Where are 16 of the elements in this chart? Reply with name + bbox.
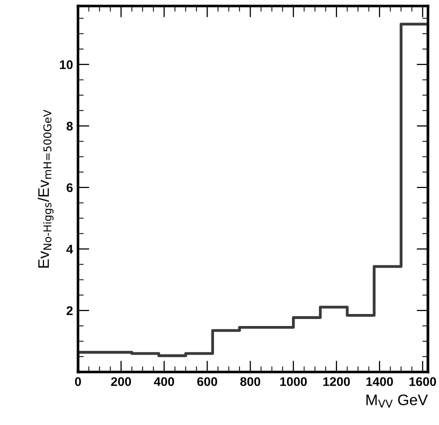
x-axis-title: M$_{VV}$ GeV <box>366 394 428 408</box>
x-tick-label: 400 <box>154 377 174 386</box>
x-tick-label: 1600 <box>410 377 436 386</box>
y-tick-label: 8 <box>66 122 73 131</box>
y-tick-label: 2 <box>66 306 73 316</box>
x-tick-label: 1200 <box>323 377 350 386</box>
x-tick-label: 0 <box>75 377 81 386</box>
x-tick-label: 1400 <box>366 377 393 386</box>
x-tick-label: 1000 <box>280 377 307 386</box>
x-tick-label: 800 <box>240 377 260 386</box>
x-tick-label: 200 <box>111 377 131 386</box>
y-axis-title: Ev$_{No-Higgs}$/Ev$_{mH=500GeV}$ <box>38 110 54 268</box>
y-tick-label: 4 <box>66 244 74 254</box>
x-tick-label: 600 <box>197 377 218 386</box>
y-tick-label: 6 <box>66 183 73 192</box>
y-tick-label: 10 <box>60 60 73 70</box>
